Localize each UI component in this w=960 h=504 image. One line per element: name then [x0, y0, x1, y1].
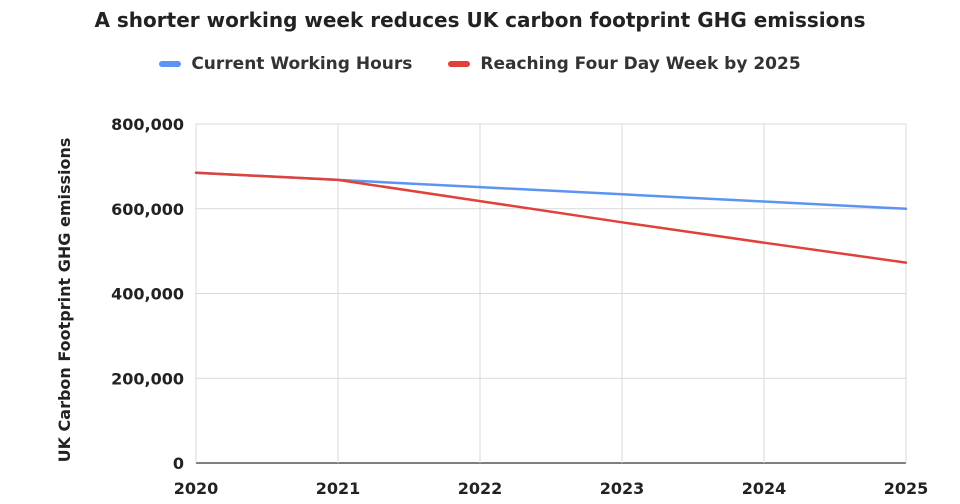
series-lines: [194, 171, 908, 264]
x-tick-label: 2024: [742, 479, 787, 498]
y-tick-label: 0: [173, 454, 184, 473]
chart-title: A shorter working week reduces UK carbon…: [94, 8, 866, 32]
y-axis-title: UK Carbon Footprint GHG emissions: [55, 138, 74, 463]
y-axis-ticks: 0 200,000 400,000 600,000 800,000: [111, 115, 184, 473]
legend-swatch-current-working-hours: [159, 61, 182, 67]
legend-item-four-day-week: Reaching Four Day Week by 2025: [448, 54, 801, 74]
x-tick-label: 2025: [884, 479, 929, 498]
grid-lines: [195, 123, 907, 464]
x-tick-label: 2023: [600, 479, 645, 498]
x-axis-ticks: 2020 2021 2022 2023 2024 2025: [174, 479, 929, 498]
legend-swatch-four-day-week: [448, 61, 471, 67]
x-tick-label: 2020: [174, 479, 219, 498]
y-tick-label: 400,000: [111, 285, 184, 304]
legend-label-current-working-hours: Current Working Hours: [191, 54, 413, 74]
legend-label-four-day-week: Reaching Four Day Week by 2025: [480, 54, 801, 74]
chart-legend: Current Working Hours Reaching Four Day …: [0, 54, 960, 74]
x-tick-label: 2022: [458, 479, 503, 498]
series-line-four-day-week: [194, 171, 908, 264]
legend-item-current-working-hours: Current Working Hours: [159, 54, 412, 74]
y-tick-label: 600,000: [111, 200, 184, 219]
y-tick-label: 800,000: [111, 115, 184, 134]
y-tick-label: 200,000: [111, 369, 184, 388]
x-tick-label: 2021: [316, 479, 361, 498]
